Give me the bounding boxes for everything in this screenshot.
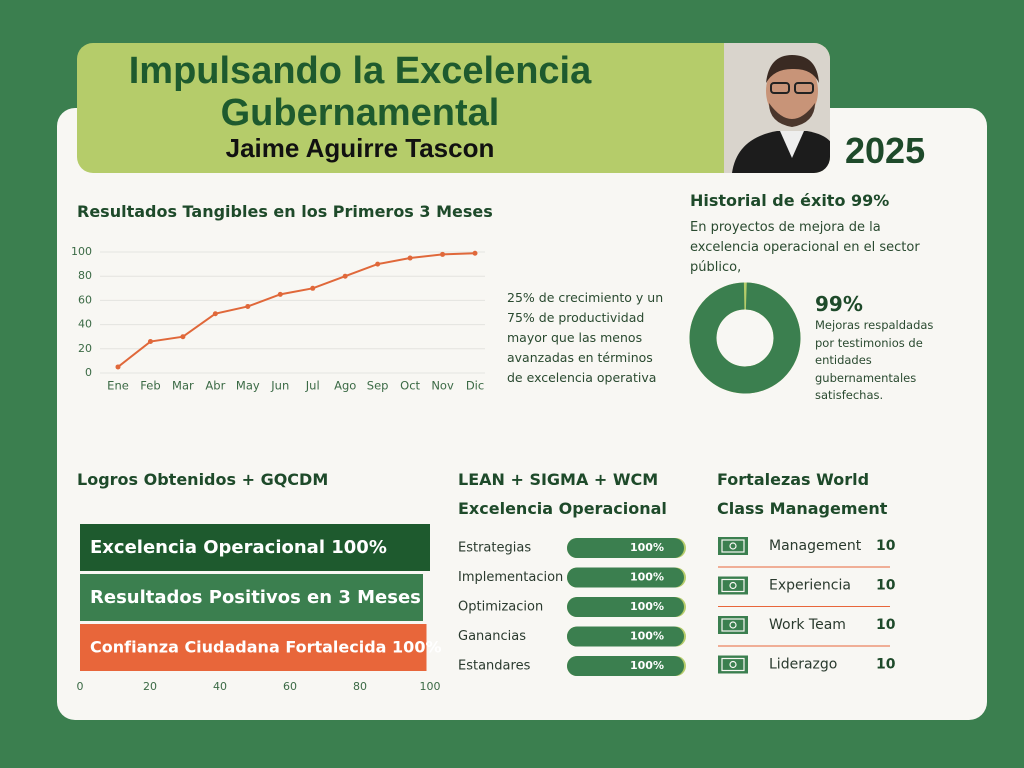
x-tick-label: 40 [213, 680, 227, 693]
progress-bar [567, 538, 684, 558]
progress-value: 100% [630, 630, 664, 643]
bar-label: Excelencia Operacional 100% [90, 537, 387, 558]
author-name: Jaime Aguirre Tascon [225, 133, 495, 163]
strength-label: Management [769, 538, 862, 554]
y-tick-label: 80 [78, 269, 92, 282]
progress-value: 100% [630, 600, 664, 613]
point [180, 334, 186, 340]
progress-title: LEAN + SIGMA + WCM Excelencia Operaciona… [458, 470, 667, 518]
donut-arc [689, 282, 801, 394]
hbar-title: Logros Obtenidos + GQCDM [77, 470, 329, 489]
bar [80, 624, 427, 671]
strength-icon-inner [721, 578, 745, 593]
point [147, 339, 153, 345]
donut-value-label: 99% [815, 292, 863, 316]
point [375, 261, 381, 267]
strength-icon [718, 616, 748, 634]
strength-icon [718, 576, 748, 595]
x-tick-label: Sep [367, 379, 389, 393]
portrait [724, 43, 830, 173]
strength-icon [718, 537, 748, 555]
progress-label: Ganancias [458, 629, 526, 644]
point [115, 364, 121, 370]
strength-score: 10 [876, 617, 896, 633]
main-title: Impulsando la Excelencia Gubernamental [128, 50, 592, 134]
point [472, 250, 478, 256]
header-banner [77, 43, 830, 173]
x-tick-label: Nov [431, 379, 454, 393]
strength-score: 10 [876, 657, 896, 673]
y-tick-label: 40 [78, 318, 92, 331]
donut-subtitle: En proyectos de mejora de la excelencia … [690, 220, 920, 275]
x-tick-label: Abr [205, 379, 225, 393]
strength-score: 10 [876, 578, 896, 594]
y-tick-label: 20 [78, 342, 92, 355]
x-tick-label: Oct [400, 379, 420, 393]
year: 2025 [845, 130, 926, 171]
x-tick-label: 20 [143, 680, 157, 693]
x-tick-label: Jul [305, 379, 320, 393]
y-tick-label: 60 [78, 293, 92, 306]
progress-label: Implementacion [458, 570, 563, 585]
x-tick-label: Feb [140, 379, 160, 393]
x-tick-label: 60 [283, 680, 297, 693]
x-tick-label: 100 [420, 680, 441, 693]
x-tick-label: Jun [270, 379, 289, 393]
x-tick-label: 80 [353, 680, 367, 693]
y-tick-label: 0 [85, 366, 92, 379]
strengths-title: Fortalezas World Class Management [717, 470, 888, 518]
bar-label: Resultados Positivos en 3 Meses [90, 587, 421, 608]
strength-icon-inner [721, 657, 745, 672]
bar-label: Confianza Ciudadana Fortalecida 100% [90, 638, 441, 657]
progress-bar [567, 567, 684, 588]
progress-bar [567, 626, 684, 647]
point [310, 285, 316, 291]
strength-icon-dot [729, 542, 737, 550]
strength-icon-inner [721, 539, 745, 553]
progress-label: Estandares [458, 659, 531, 674]
annotation: 25% de crecimiento y un 75% de productiv… [507, 290, 664, 385]
strength-label: Experiencia [769, 578, 851, 594]
line [117, 252, 476, 368]
progress-value: 100% [630, 541, 664, 554]
x-tick-label: May [236, 379, 260, 393]
donut-description: Mejoras respaldadas por testimonios de e… [815, 318, 934, 402]
bar [80, 524, 430, 571]
x-tick-label: 0 [77, 680, 84, 693]
donut-title: Historial de éxito 99% [690, 191, 890, 210]
x-tick-label: Ene [107, 379, 129, 393]
progress-label: Optimizacion [458, 600, 543, 615]
progress-label: Estrategias [458, 541, 531, 556]
strength-icon [718, 655, 748, 674]
point [407, 255, 413, 261]
strength-score: 10 [876, 538, 896, 554]
strength-icon-dot [729, 660, 737, 669]
point [212, 311, 218, 317]
x-tick-label: Ago [334, 379, 356, 393]
strength-icon-inner [721, 618, 745, 632]
progress-bar [567, 656, 684, 676]
bar [80, 574, 423, 621]
strength-label: Liderazgo [769, 657, 837, 673]
point [245, 303, 251, 309]
progress-value: 100% [630, 571, 664, 584]
line-chart-title: Resultados Tangibles en los Primeros 3 M… [77, 202, 493, 221]
y-tick-label: 100 [71, 245, 92, 258]
strength-label: Work Team [769, 617, 846, 633]
point [342, 273, 348, 279]
strength-icon-dot [729, 581, 737, 590]
progress-value: 100% [630, 659, 664, 672]
x-tick-label: Dic [466, 379, 484, 393]
strength-icon-dot [729, 621, 737, 629]
point [440, 251, 446, 257]
point [277, 291, 283, 297]
progress-bar [567, 597, 684, 617]
x-tick-label: Mar [172, 379, 194, 393]
